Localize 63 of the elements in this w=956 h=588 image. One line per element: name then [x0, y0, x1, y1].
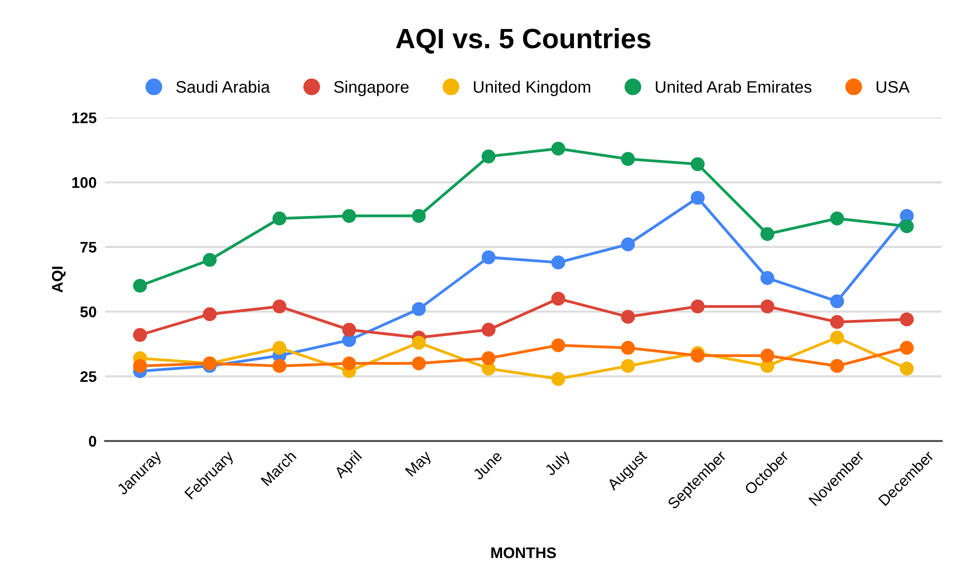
point: [621, 237, 635, 252]
point: [202, 307, 217, 322]
point: [342, 322, 356, 337]
legend-label: Singapore: [334, 80, 409, 96]
point: [690, 157, 705, 172]
point: [900, 340, 914, 355]
legend-label: Saudi Arabia: [176, 80, 270, 93]
point: [900, 312, 914, 326]
point: [551, 338, 566, 352]
point: [621, 359, 635, 373]
point: [621, 310, 635, 324]
point: [342, 356, 356, 370]
x-axis-title: MONTHS: [491, 547, 556, 558]
point: [551, 256, 566, 270]
point: [830, 330, 844, 344]
point: [412, 336, 426, 350]
y-axis-title: AQI: [52, 266, 66, 292]
x-tick-label: May: [404, 450, 434, 479]
point: [412, 356, 426, 370]
point: [272, 212, 286, 226]
point: [690, 300, 705, 314]
y-tick-label: 0: [88, 436, 96, 447]
chart-title: AQI vs. 5 Countries: [396, 28, 650, 54]
point: [760, 227, 774, 241]
y-tick-label: 100: [72, 177, 96, 188]
point: [830, 315, 844, 329]
legend-label: United Arab Emirates: [656, 80, 812, 93]
point: [900, 219, 914, 234]
point: [551, 372, 566, 386]
point: [900, 362, 914, 376]
point: [482, 149, 496, 164]
legend-label: United Kingdom: [474, 80, 590, 96]
point: [482, 351, 496, 366]
point: [133, 359, 147, 373]
point: [830, 212, 844, 226]
point: [133, 328, 147, 342]
point: [621, 152, 635, 166]
point: [412, 302, 426, 316]
legend-label: USA: [876, 81, 910, 93]
point: [342, 208, 356, 223]
point: [830, 294, 844, 308]
point: [272, 340, 286, 355]
point: [272, 359, 286, 373]
point: [830, 359, 844, 373]
point: [412, 208, 426, 223]
point: [202, 252, 217, 267]
y-tick-label: 25: [80, 371, 96, 382]
point: [482, 250, 496, 264]
point: [760, 300, 774, 314]
point: [690, 348, 705, 363]
x-tick-label: July: [544, 449, 573, 478]
point: [760, 348, 774, 363]
y-tick-label: 125: [72, 112, 96, 124]
point: [621, 340, 635, 355]
point: [551, 142, 566, 156]
point: [690, 190, 705, 205]
y-tick-label: 75: [80, 242, 96, 253]
point: [272, 300, 286, 314]
y-tick-label: 50: [80, 306, 96, 318]
point: [760, 271, 774, 285]
point: [133, 278, 147, 293]
point: [551, 292, 566, 306]
point: [482, 322, 496, 337]
